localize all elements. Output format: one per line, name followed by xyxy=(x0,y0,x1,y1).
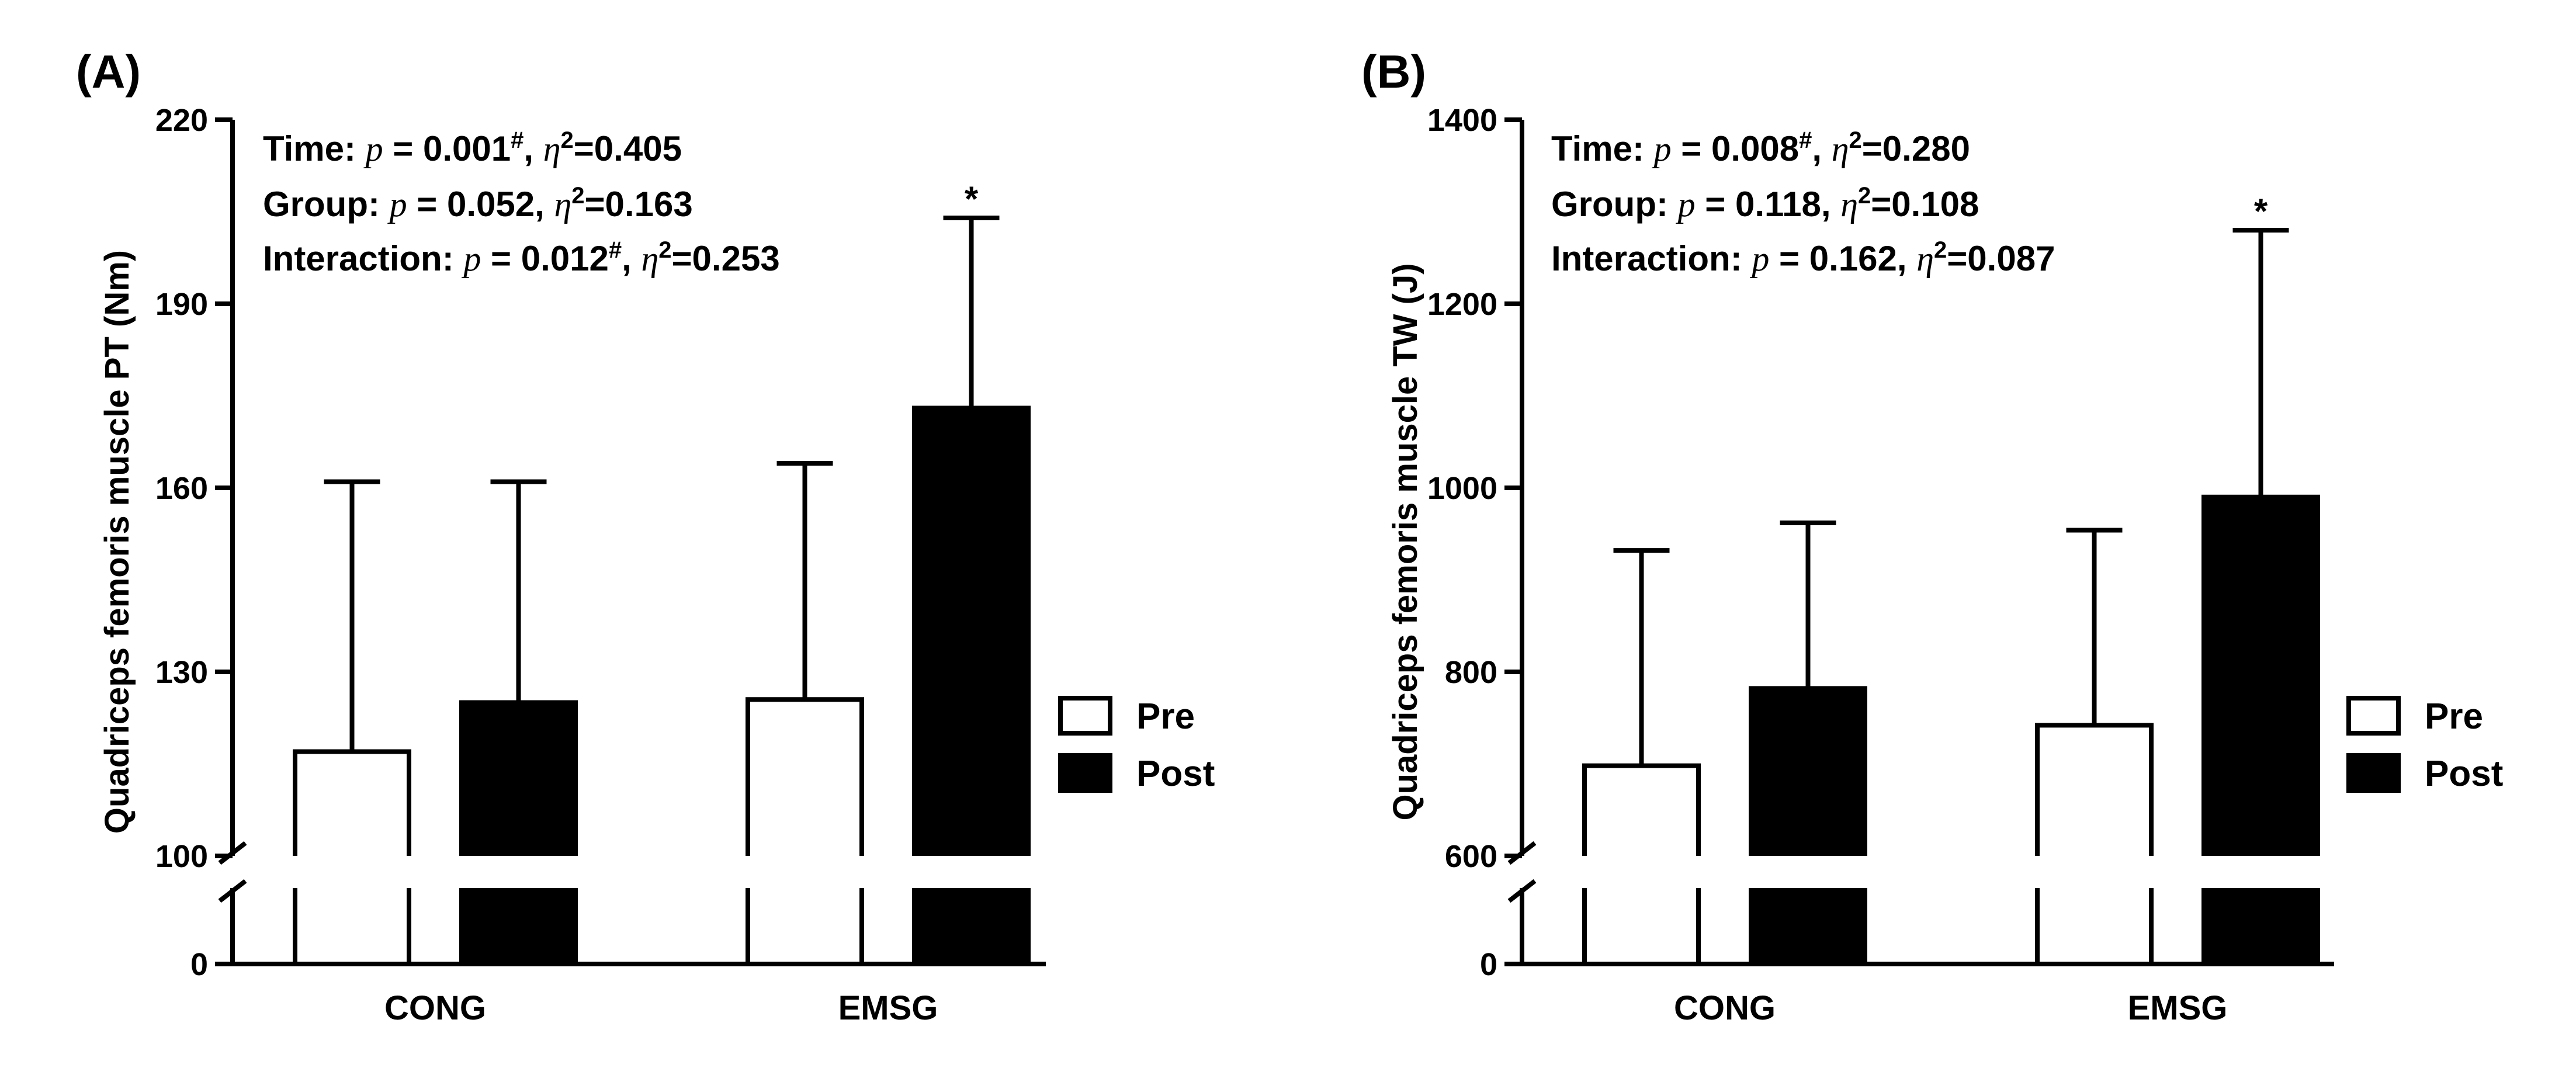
legend-swatch-pre xyxy=(1058,696,1112,736)
y-tick-label: 800 xyxy=(1445,655,1497,690)
stats-annotation-segment: = 0.052, xyxy=(407,185,554,224)
legend-swatch-pre xyxy=(2346,696,2401,736)
stats-annotation-segment: # xyxy=(609,237,622,263)
y-tick-label: 0 xyxy=(190,947,208,982)
stats-annotation-segment: = 0.162, xyxy=(1769,239,1916,278)
bar-lower-segment xyxy=(2201,888,2320,964)
stats-annotation-segment: η xyxy=(1916,240,1934,278)
y-tick-label: 1000 xyxy=(1427,471,1497,506)
y-tick-label: 220 xyxy=(155,103,208,138)
stats-annotation-segment: 2 xyxy=(561,127,574,153)
stats-annotation-line: Group: p = 0.052, η2=0.163 xyxy=(263,183,693,224)
x-category-label: CONG xyxy=(384,989,486,1027)
x-category-label: EMSG xyxy=(2128,989,2228,1027)
bar-pre-cong xyxy=(293,749,411,856)
y-tick-label: 100 xyxy=(155,839,208,874)
axis-break-mark xyxy=(1507,879,1537,903)
stats-annotation-segment: =0.108 xyxy=(1871,185,1979,224)
stats-annotation-segment: Time: xyxy=(263,129,366,168)
stats-annotation-segment: Time: xyxy=(1551,129,1654,168)
stats-annotation-segment: = 0.118, xyxy=(1696,185,1841,224)
stats-annotation-segment: , xyxy=(523,129,543,168)
bar-lower-segment xyxy=(459,888,578,964)
stats-annotation-segment: p xyxy=(1652,130,1672,168)
stats-annotation-segment: = 0.008 xyxy=(1672,129,1800,168)
stats-annotation-segment: =0.163 xyxy=(585,185,693,224)
stats-annotation-segment: p xyxy=(1749,240,1769,278)
legend-swatch-post xyxy=(1058,753,1112,793)
panel-label: (A) xyxy=(76,46,141,98)
stats-annotation-segment: = 0.001 xyxy=(383,129,511,168)
y-tick-label: 1200 xyxy=(1427,287,1497,322)
legend-label-post: Post xyxy=(2425,754,2503,794)
stats-annotation-segment: =0.087 xyxy=(1947,239,2055,278)
stats-annotation-segment: , xyxy=(622,239,641,278)
panel-label: (B) xyxy=(1361,46,1426,98)
y-tick-label: 600 xyxy=(1445,839,1497,874)
bar-post-emsg xyxy=(912,405,1031,856)
y-axis-title: Quadriceps femoris muscle TW (J) xyxy=(1386,263,1424,820)
bar-pre-cong xyxy=(1582,763,1701,856)
y-tick-label: 160 xyxy=(155,471,208,506)
stats-annotation-segment: # xyxy=(511,127,523,153)
axis-break-mark xyxy=(1507,841,1537,865)
stats-annotation-segment: 2 xyxy=(1934,237,1947,263)
bar-post-cong xyxy=(1749,686,1867,856)
bar-lower-segment xyxy=(1749,888,1867,964)
y-tick-label: 1400 xyxy=(1427,103,1497,138)
stats-annotation-line: Interaction: p = 0.162, η2=0.087 xyxy=(1551,237,2055,278)
axis-break-mark xyxy=(218,879,247,903)
stats-annotation-segment: η xyxy=(641,240,658,278)
stats-annotation-segment: 2 xyxy=(658,237,671,263)
legend-swatch-post xyxy=(2346,753,2401,793)
legend-label-post: Post xyxy=(1136,754,1215,794)
stats-annotation-segment: 2 xyxy=(1858,183,1871,209)
stats-annotation-segment: p xyxy=(387,185,407,224)
stats-annotation-segment: 2 xyxy=(1849,127,1862,153)
stats-annotation-segment: =0.253 xyxy=(672,239,780,278)
bar-pre-emsg xyxy=(746,697,864,856)
y-tick-label: 0 xyxy=(1480,947,1497,982)
y-tick-label: 130 xyxy=(155,655,208,690)
bar-pre-emsg xyxy=(2035,723,2154,856)
stats-annotation-segment: = 0.012 xyxy=(481,239,609,278)
significance-asterisk: * xyxy=(965,179,979,219)
stats-annotation-line: Group: p = 0.118, η2=0.108 xyxy=(1551,183,1979,224)
stats-annotation-line: Interaction: p = 0.012#, η2=0.253 xyxy=(263,237,780,278)
stats-annotation-segment: p xyxy=(1676,185,1696,224)
x-category-label: CONG xyxy=(1674,989,1776,1027)
y-axis-title: Quadriceps femoris muscle PT (Nm) xyxy=(98,250,136,834)
panel-b: (B) Quadriceps femoris muscle TW (J) 600 80… xyxy=(1361,46,2503,1027)
stats-annotation-segment: Group: xyxy=(263,185,390,224)
stats-annotation-segment: =0.280 xyxy=(1862,129,1970,168)
stats-annotation-segment: # xyxy=(1799,127,1812,153)
stats-annotation-segment: =0.405 xyxy=(574,129,682,168)
panel-a: (A) Quadriceps femoris muscle PT (Nm) 100 1… xyxy=(76,46,1215,1027)
stats-annotation-segment: Interaction: xyxy=(1551,239,1752,278)
stats-annotation-line: Time: p = 0.001#, η2=0.405 xyxy=(263,127,682,168)
stats-annotation-line: Time: p = 0.008#, η2=0.280 xyxy=(1551,127,1970,168)
legend-label-pre: Pre xyxy=(1136,696,1195,737)
bar-post-emsg xyxy=(2201,494,2320,856)
stats-annotation-segment: η xyxy=(1832,130,1849,168)
axis-break-mark xyxy=(218,841,247,865)
bar-lower-segment xyxy=(912,888,1031,964)
bar-post-cong xyxy=(459,700,578,856)
stats-annotation-segment: p xyxy=(461,240,481,278)
stats-annotation-segment: η xyxy=(554,185,572,224)
stats-annotation-segment: η xyxy=(1840,185,1858,224)
significance-asterisk: * xyxy=(2254,192,2268,231)
stats-annotation-segment: η xyxy=(543,130,561,168)
stats-annotation-segment: p xyxy=(363,130,383,168)
stats-annotation-segment: , xyxy=(1812,129,1831,168)
stats-annotation-segment: 2 xyxy=(571,183,584,209)
legend-label-pre: Pre xyxy=(2425,696,2483,737)
x-category-label: EMSG xyxy=(838,989,938,1027)
y-tick-label: 190 xyxy=(155,287,208,322)
stats-annotation-segment: Interaction: xyxy=(263,239,463,278)
stats-annotation-segment: Group: xyxy=(1551,185,1678,224)
